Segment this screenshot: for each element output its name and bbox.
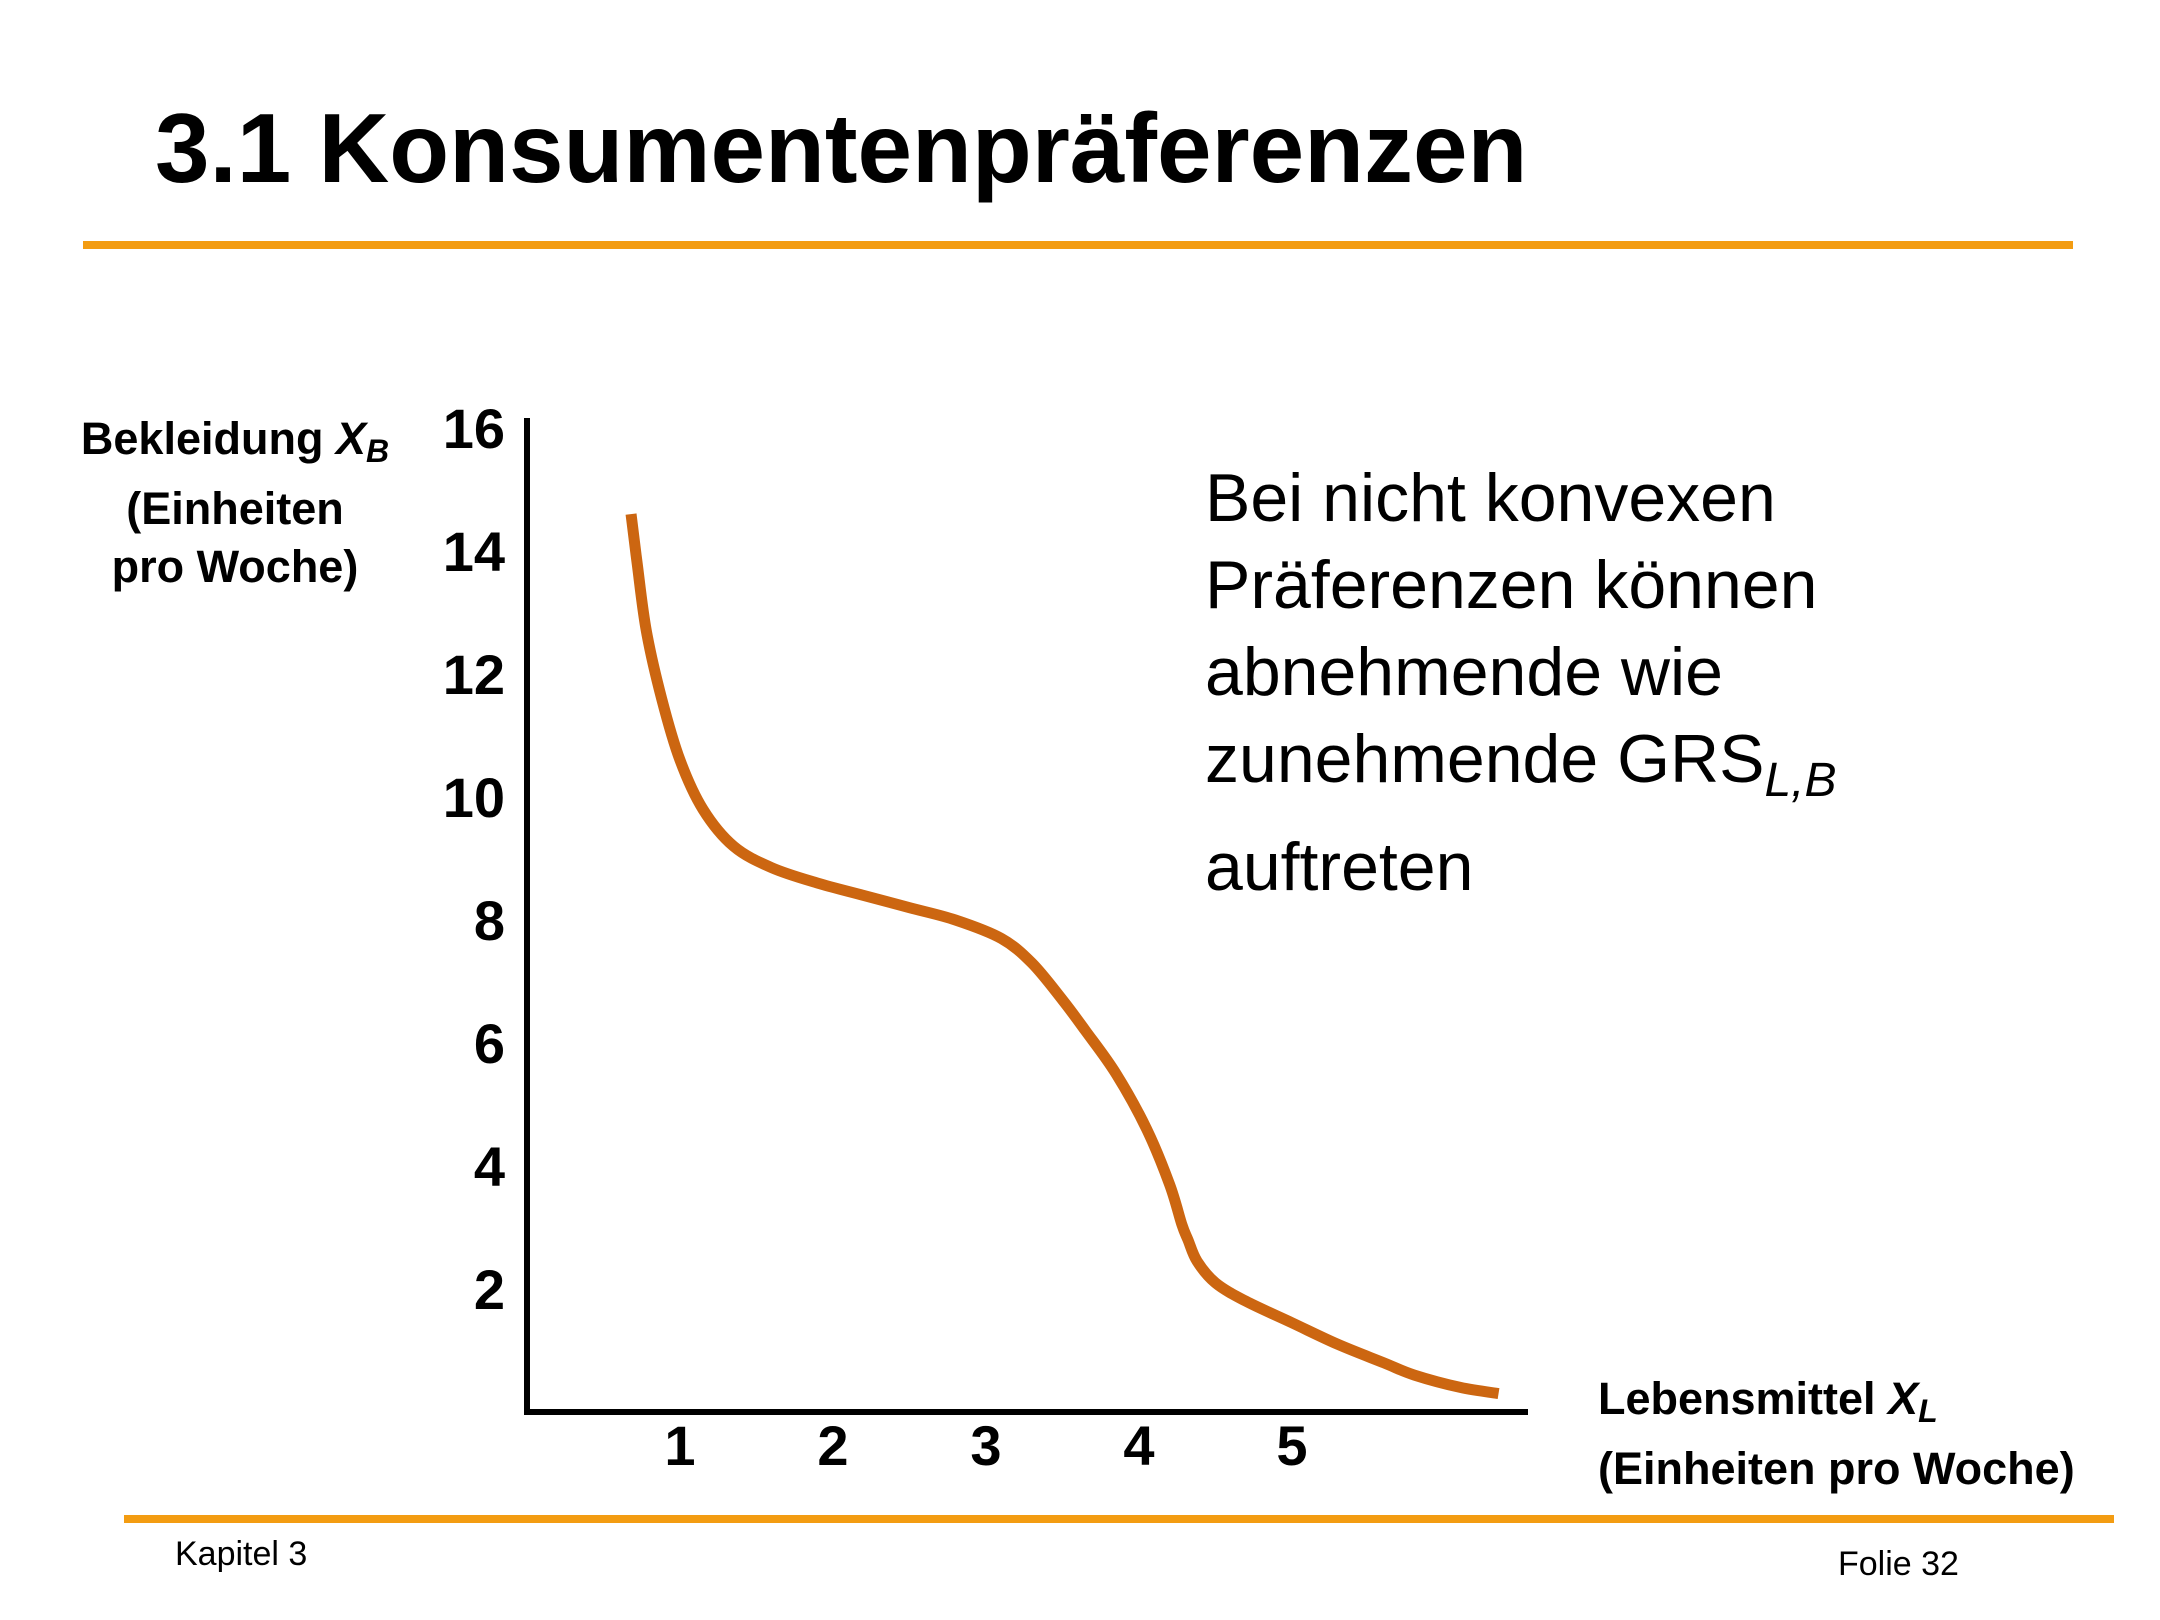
- title-divider: [83, 241, 2073, 249]
- annotation-line-5: auftreten: [1205, 829, 1474, 905]
- y-axis-label-text: Bekleidung: [80, 413, 336, 464]
- annotation-grs-subscript: L,B: [1764, 754, 1837, 807]
- x-tick-label: 5: [1276, 1414, 1307, 1477]
- page-title: 3.1 Konsumentenpräferenzen: [155, 93, 1528, 203]
- x-tick-label: 3: [970, 1414, 1001, 1477]
- x-tick-label: 1: [664, 1414, 695, 1477]
- y-axis-subscript: B: [365, 433, 390, 469]
- annotation-text: Bei nicht konvexen Präferenzen können ab…: [1205, 455, 1837, 911]
- x-axis-variable: X: [1888, 1373, 1919, 1424]
- annotation-line-1: Bei nicht konvexen: [1205, 460, 1776, 536]
- y-tick-label: 8: [474, 889, 505, 952]
- y-axis-variable: X: [335, 413, 366, 464]
- y-tick-label: 10: [443, 766, 505, 829]
- annotation-line-2: Präferenzen können: [1205, 547, 1818, 623]
- x-tick-labels: 1 2 3 4 5: [664, 1414, 1307, 1477]
- y-tick-label: 14: [443, 520, 505, 583]
- y-tick-label: 6: [474, 1012, 505, 1075]
- x-axis-label-text: Lebensmittel: [1598, 1373, 1889, 1424]
- y-axis-unit-line2: pro Woche): [111, 541, 359, 592]
- y-tick-labels: 2 4 6 8 10 12 14 16: [443, 397, 505, 1321]
- indifference-curve: [625, 513, 1500, 1399]
- annotation-line-4: zunehmende GRSL,B: [1205, 716, 1837, 824]
- y-tick-label: 2: [474, 1258, 505, 1321]
- x-tick-label: 2: [817, 1414, 848, 1477]
- chapter-label: Kapitel 3: [175, 1535, 308, 1573]
- y-axis-unit-line1: (Einheiten: [126, 483, 344, 534]
- footer-divider: [124, 1515, 2114, 1523]
- x-axis-label: Lebensmittel XL (Einheiten pro Woche): [1598, 1370, 2075, 1498]
- y-axis-label: Bekleidung XB (Einheiten pro Woche): [60, 410, 410, 596]
- x-tick-label: 4: [1123, 1414, 1154, 1477]
- y-tick-label: 12: [443, 643, 505, 706]
- x-axis-unit: (Einheiten pro Woche): [1598, 1443, 2075, 1494]
- x-axis-subscript: L: [1918, 1393, 1938, 1429]
- y-tick-label: 4: [474, 1135, 505, 1198]
- y-tick-label: 16: [443, 397, 505, 460]
- annotation-line-3: abnehmende wie: [1205, 634, 1723, 710]
- slide-number: Folie 32: [1838, 1545, 1959, 1583]
- annotation-grs: zunehmende GRS: [1205, 721, 1765, 797]
